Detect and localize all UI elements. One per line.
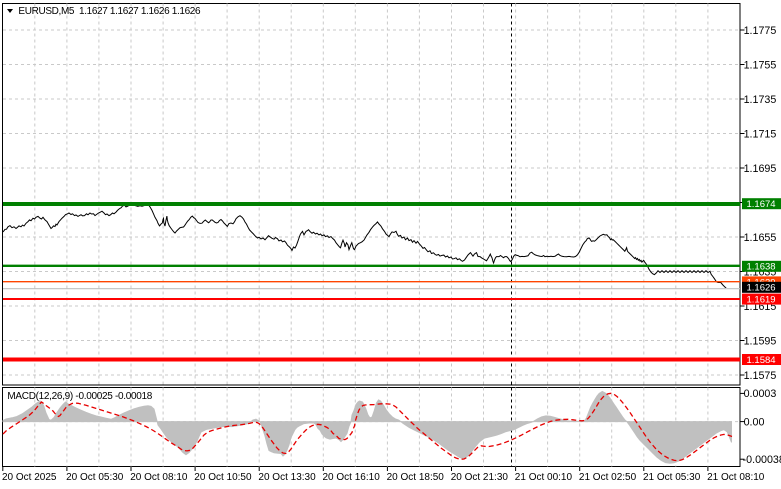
svg-text:EURUSD,M5 1.1627 1.1627 1.162: EURUSD,M5 1.1627 1.1627 1.1626 1.1626 <box>18 6 201 17</box>
svg-text:0.0003: 0.0003 <box>744 388 777 400</box>
svg-text:1.1735: 1.1735 <box>744 94 777 106</box>
svg-text:1.1619: 1.1619 <box>747 295 776 306</box>
svg-text:21 Oct 00:10: 21 Oct 00:10 <box>515 472 573 483</box>
svg-text:0.00: 0.00 <box>744 416 765 428</box>
svg-text:-0.00038: -0.00038 <box>743 454 781 466</box>
svg-text:20 Oct 16:10: 20 Oct 16:10 <box>323 472 381 483</box>
svg-text:1.1674: 1.1674 <box>747 199 776 210</box>
svg-text:1.1626: 1.1626 <box>747 283 776 294</box>
svg-text:1.1655: 1.1655 <box>744 232 777 244</box>
svg-text:20 Oct 18:50: 20 Oct 18:50 <box>387 472 445 483</box>
svg-text:21 Oct 05:30: 21 Oct 05:30 <box>643 472 701 483</box>
svg-text:1.1584: 1.1584 <box>747 355 776 366</box>
svg-text:1.1695: 1.1695 <box>744 163 777 175</box>
svg-text:MACD(12,26,9) -0.00025 -0.0001: MACD(12,26,9) -0.00025 -0.00018 <box>7 391 152 402</box>
svg-text:1.1775: 1.1775 <box>744 25 777 37</box>
svg-text:21 Oct 08:10: 21 Oct 08:10 <box>707 472 765 483</box>
svg-text:20 Oct 08:10: 20 Oct 08:10 <box>130 472 188 483</box>
svg-text:1.1715: 1.1715 <box>744 128 777 140</box>
svg-text:20 Oct 10:50: 20 Oct 10:50 <box>194 472 252 483</box>
svg-text:1.1755: 1.1755 <box>744 59 777 71</box>
svg-text:1.1638: 1.1638 <box>747 262 776 273</box>
svg-text:20 Oct 21:30: 20 Oct 21:30 <box>451 472 509 483</box>
svg-text:20 Oct 2025: 20 Oct 2025 <box>2 472 57 483</box>
svg-text:1.1575: 1.1575 <box>744 370 777 382</box>
svg-text:1.1595: 1.1595 <box>744 335 777 347</box>
svg-text:20 Oct 13:30: 20 Oct 13:30 <box>258 472 316 483</box>
svg-text:21 Oct 02:50: 21 Oct 02:50 <box>579 472 637 483</box>
svg-text:20 Oct 05:30: 20 Oct 05:30 <box>66 472 124 483</box>
